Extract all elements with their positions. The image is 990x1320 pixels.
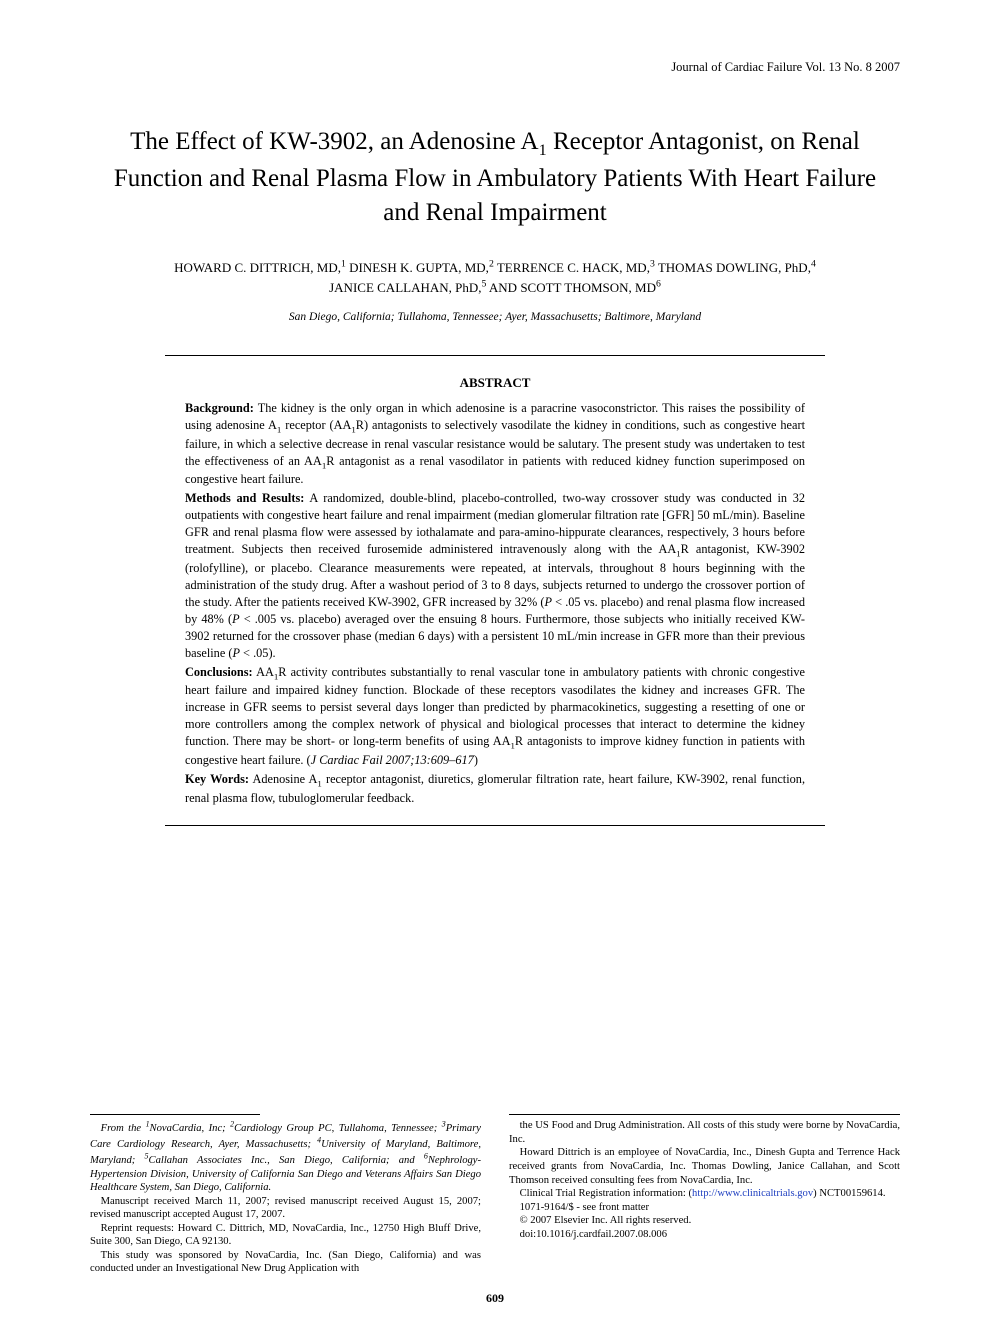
abstract-conclusions: Conclusions: AA1R activity contributes s… <box>185 664 805 769</box>
article-title: The Effect of KW-3902, an Adenosine A1 R… <box>110 125 880 229</box>
footnote-right-body: the US Food and Drug Administration. All… <box>509 1119 900 1241</box>
affiliation-cities: San Diego, California; Tullahoma, Tennes… <box>90 311 900 323</box>
abstract-background-text: The kidney is the only organ in which ad… <box>185 401 805 486</box>
abstract-conclusions-lead: Conclusions: <box>185 665 253 679</box>
abstract-conclusions-text: AA1R activity contributes substantially … <box>185 665 805 767</box>
abstract-background-lead: Background: <box>185 401 254 415</box>
journal-page: Journal of Cardiac Failure Vol. 13 No. 8… <box>0 0 990 1320</box>
abstract-keywords-lead: Key Words: <box>185 772 249 786</box>
abstract-methods: Methods and Results: A randomized, doubl… <box>185 490 805 661</box>
abstract-heading: ABSTRACT <box>185 374 805 392</box>
page-number: 609 <box>0 1291 990 1306</box>
authors-line-2: JANICE CALLAHAN, PhD,5 AND SCOTT THOMSON… <box>329 280 661 295</box>
abstract-methods-lead: Methods and Results: <box>185 491 304 505</box>
running-head: Journal of Cardiac Failure Vol. 13 No. 8… <box>90 60 900 75</box>
abstract-background: Background: The kidney is the only organ… <box>185 400 805 488</box>
footnote-rule-right <box>509 1114 900 1115</box>
rule-top <box>165 355 825 356</box>
abstract-block: ABSTRACT Background: The kidney is the o… <box>185 374 805 806</box>
footnote-rule-left <box>90 1114 260 1115</box>
author-list: HOWARD C. DITTRICH, MD,1 DINESH K. GUPTA… <box>90 257 900 297</box>
footnote-col-left: From the 1NovaCardia, Inc; 2Cardiology G… <box>90 1114 481 1276</box>
footnote-left-body: From the 1NovaCardia, Inc; 2Cardiology G… <box>90 1119 481 1276</box>
abstract-methods-text: A randomized, double-blind, placebo-cont… <box>185 491 805 659</box>
footnote-col-right: the US Food and Drug Administration. All… <box>509 1114 900 1276</box>
footnotes: From the 1NovaCardia, Inc; 2Cardiology G… <box>90 1114 900 1276</box>
abstract-keywords-text: Adenosine A1 receptor antagonist, diuret… <box>185 772 805 805</box>
rule-bottom <box>165 825 825 826</box>
authors-line-1: HOWARD C. DITTRICH, MD,1 DINESH K. GUPTA… <box>174 260 816 275</box>
abstract-keywords: Key Words: Adenosine A1 receptor antagon… <box>185 771 805 807</box>
